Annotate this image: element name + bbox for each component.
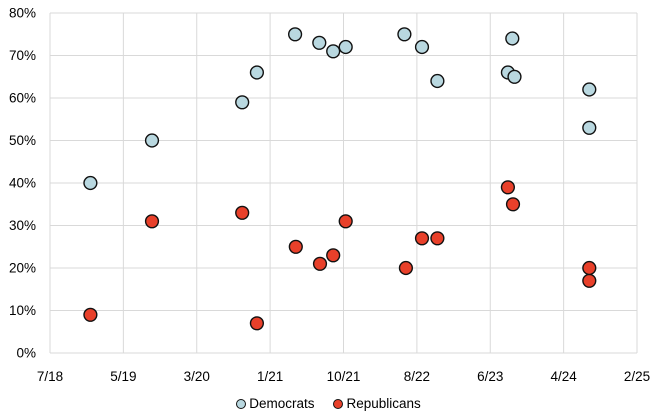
y-axis-tick-label: 60% <box>9 91 36 106</box>
x-axis-tick-label: 5/19 <box>110 369 136 384</box>
point-republicans <box>235 205 250 220</box>
x-axis-tick-label: 10/21 <box>327 369 361 384</box>
chart-legend: Democrats Republicans <box>0 396 657 412</box>
point-democrats <box>326 44 341 59</box>
y-axis-tick-label: 40% <box>9 176 36 191</box>
point-republicans <box>398 260 414 276</box>
point-democrats <box>397 27 412 42</box>
x-axis-tick-label: 6/23 <box>477 369 503 384</box>
point-democrats <box>505 31 520 46</box>
legend-label: Republicans <box>346 396 421 411</box>
point-republicans <box>505 197 521 212</box>
x-axis-tick-label: 4/24 <box>550 369 577 384</box>
legend-marker-republicans-icon <box>333 399 344 409</box>
point-democrats <box>144 133 160 148</box>
legend-item-democrats: Democrats <box>236 396 314 412</box>
y-axis-tick-label: 50% <box>9 133 36 148</box>
series-republicans <box>83 180 597 331</box>
point-republicans <box>144 214 160 229</box>
series-democrats <box>83 27 597 191</box>
point-democrats <box>582 82 597 97</box>
x-axis-tick-label: 8/22 <box>404 369 430 384</box>
y-axis-tick-label: 70% <box>9 48 36 63</box>
point-democrats <box>83 175 98 191</box>
legend-marker-democrats-icon <box>236 399 247 409</box>
point-democrats <box>312 35 327 50</box>
point-democrats <box>288 27 303 42</box>
y-axis-tick-label: 0% <box>16 346 36 361</box>
x-axis-tick-label: 7/18 <box>37 369 63 384</box>
point-democrats <box>235 95 250 110</box>
point-democrats <box>507 69 522 84</box>
point-democrats <box>414 39 430 55</box>
point-democrats <box>582 120 597 135</box>
y-axis-tick-label: 10% <box>9 303 36 318</box>
legend-label: Democrats <box>249 396 315 411</box>
point-republicans <box>582 273 597 288</box>
point-republicans <box>430 231 445 246</box>
y-axis-tick-label: 20% <box>9 261 36 276</box>
point-republicans <box>312 256 328 271</box>
y-axis-tick-label: 30% <box>9 218 36 233</box>
point-democrats <box>430 73 445 89</box>
x-axis-tick-label: 1/21 <box>257 369 283 384</box>
point-republicans <box>249 316 265 331</box>
point-republicans <box>338 214 353 229</box>
y-axis-tick-label: 80% <box>9 6 36 21</box>
point-democrats <box>338 39 353 55</box>
point-democrats <box>249 65 265 80</box>
point-republicans <box>326 248 341 263</box>
point-republicans <box>500 180 516 195</box>
point-republicans <box>414 231 430 246</box>
scatter-plot: 0% 10% 20% 30% 40% 50% 60% 70% 80% 7/18 5/19 3/20 1/… <box>9 6 650 385</box>
x-axis-tick-label: 3/20 <box>184 369 210 384</box>
point-republicans <box>83 307 98 322</box>
point-republicans <box>582 260 597 276</box>
point-republicans <box>288 239 303 254</box>
legend-item-republicans: Republicans <box>333 396 421 412</box>
x-axis-tick-label: 2/25 <box>624 369 650 384</box>
